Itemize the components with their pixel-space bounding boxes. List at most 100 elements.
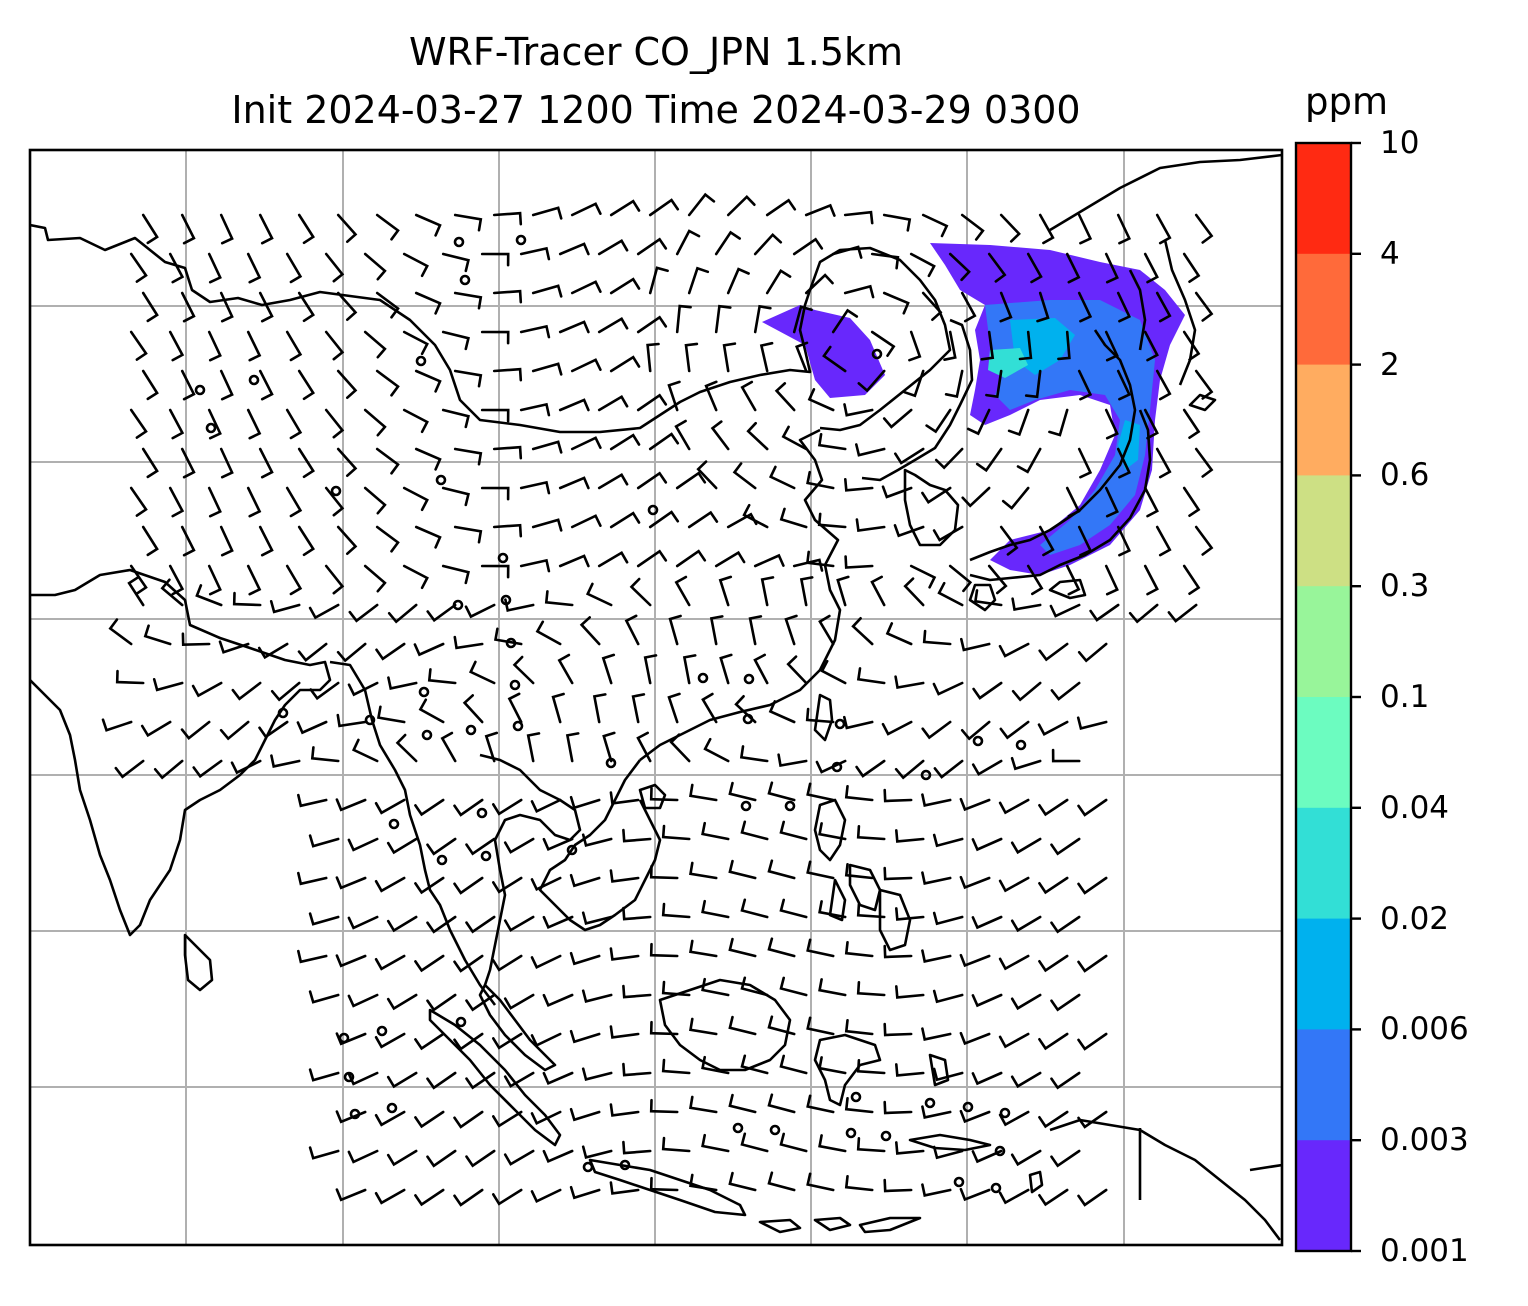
wind-barb bbox=[336, 525, 358, 555]
wind-barb bbox=[1089, 603, 1120, 622]
wind-barb bbox=[335, 876, 367, 890]
wind-barb bbox=[530, 954, 562, 970]
wind-barb bbox=[414, 876, 445, 895]
wind-barb bbox=[519, 324, 551, 339]
wind-barb bbox=[675, 549, 707, 568]
wind-barb bbox=[1051, 748, 1081, 763]
wind-barb bbox=[1026, 564, 1044, 596]
wind-barb bbox=[246, 252, 262, 284]
wind-barb bbox=[348, 603, 379, 623]
colorbar-tick-label: 0.04 bbox=[1380, 789, 1450, 826]
wind-barb bbox=[1194, 213, 1214, 244]
wind-barb bbox=[581, 1145, 613, 1159]
wind-barb bbox=[815, 759, 847, 774]
wind-barb bbox=[844, 941, 874, 958]
wind-barb bbox=[629, 577, 652, 607]
wind-barb bbox=[732, 462, 757, 490]
wind-barb bbox=[1077, 876, 1108, 895]
wind-barb bbox=[1143, 564, 1159, 596]
wind-barb bbox=[883, 1022, 913, 1037]
wind-barb bbox=[689, 1095, 718, 1114]
wind-barb bbox=[1038, 642, 1069, 662]
wind-barb bbox=[728, 937, 757, 958]
wind-barb bbox=[895, 829, 925, 843]
wind-barb bbox=[767, 1093, 796, 1114]
wind-barb bbox=[792, 558, 824, 572]
wind-barb bbox=[507, 692, 523, 724]
wind-barb bbox=[781, 425, 808, 451]
wind-barb bbox=[971, 1071, 1003, 1086]
wind-barb bbox=[1077, 1110, 1108, 1129]
wind-barb bbox=[129, 252, 148, 283]
wind-barb bbox=[374, 1188, 406, 1205]
wind-barb bbox=[998, 798, 1030, 815]
wind-barb bbox=[971, 993, 1003, 1008]
wind-barb bbox=[453, 1032, 484, 1051]
wind-barb bbox=[649, 1098, 679, 1114]
wind-barb bbox=[622, 828, 652, 843]
wind-barb bbox=[480, 330, 510, 345]
wind-barb bbox=[402, 564, 429, 590]
wind-barb bbox=[387, 603, 418, 624]
wind-barb bbox=[921, 871, 952, 885]
wind-barb bbox=[806, 470, 835, 490]
wind-barb bbox=[570, 358, 602, 373]
wind-barb bbox=[140, 720, 172, 738]
wind-barb bbox=[767, 781, 796, 802]
wind-barb bbox=[844, 785, 874, 802]
wind-barb bbox=[168, 330, 185, 362]
wind-barb bbox=[779, 1054, 808, 1075]
wind-barb bbox=[818, 1134, 847, 1153]
wind-barb bbox=[1076, 716, 1108, 730]
wind-barb bbox=[347, 837, 379, 852]
wind-barb bbox=[1182, 564, 1201, 595]
wind-barb bbox=[806, 782, 835, 802]
wind-barb bbox=[1194, 369, 1214, 400]
wind-barb bbox=[1057, 330, 1071, 361]
wind-barb bbox=[1104, 564, 1119, 596]
wind-barb bbox=[246, 564, 262, 596]
wind-barb bbox=[558, 320, 590, 334]
wind-barb bbox=[740, 1054, 769, 1075]
wind-barb bbox=[219, 720, 250, 741]
wind-barb bbox=[768, 700, 796, 724]
wind-barb bbox=[258, 291, 274, 323]
wind-barb bbox=[141, 447, 159, 479]
wind-barb bbox=[701, 692, 718, 724]
wind-barb bbox=[767, 1171, 796, 1192]
wind-barb bbox=[426, 1149, 457, 1168]
wind-barb bbox=[622, 906, 652, 921]
wind-barb bbox=[1065, 252, 1081, 284]
wind-barb bbox=[786, 655, 808, 685]
wind-barb bbox=[668, 614, 682, 646]
wind-barb bbox=[427, 668, 457, 685]
wind-barb bbox=[414, 954, 445, 973]
wind-barb bbox=[980, 330, 995, 361]
wind-barb bbox=[753, 304, 772, 334]
wind-barb bbox=[631, 693, 646, 724]
wind-barb bbox=[335, 954, 367, 968]
wind-barb bbox=[441, 486, 470, 507]
wind-barb bbox=[767, 1015, 796, 1036]
wind-barb bbox=[160, 578, 184, 607]
wind-barb bbox=[453, 369, 483, 388]
wind-barb bbox=[597, 395, 629, 412]
wind-barb bbox=[1010, 915, 1042, 933]
wind-barb bbox=[728, 781, 757, 802]
wind-barb bbox=[308, 603, 340, 620]
wind-barb bbox=[426, 603, 457, 623]
wind-barb bbox=[386, 915, 418, 933]
wind-barb bbox=[195, 584, 223, 607]
wind-barb bbox=[674, 575, 691, 607]
wind-barb bbox=[689, 1017, 718, 1036]
wind-barb bbox=[701, 1133, 730, 1153]
wind-barb bbox=[998, 1110, 1030, 1127]
wind-barb bbox=[932, 681, 964, 696]
wind-barb bbox=[726, 267, 750, 295]
wind-barb bbox=[297, 213, 315, 245]
wind-barb bbox=[622, 1062, 652, 1077]
wind-barb bbox=[985, 369, 1003, 399]
wind-barb bbox=[922, 629, 952, 646]
wind-barb bbox=[297, 949, 328, 964]
wind-barb bbox=[402, 252, 429, 278]
